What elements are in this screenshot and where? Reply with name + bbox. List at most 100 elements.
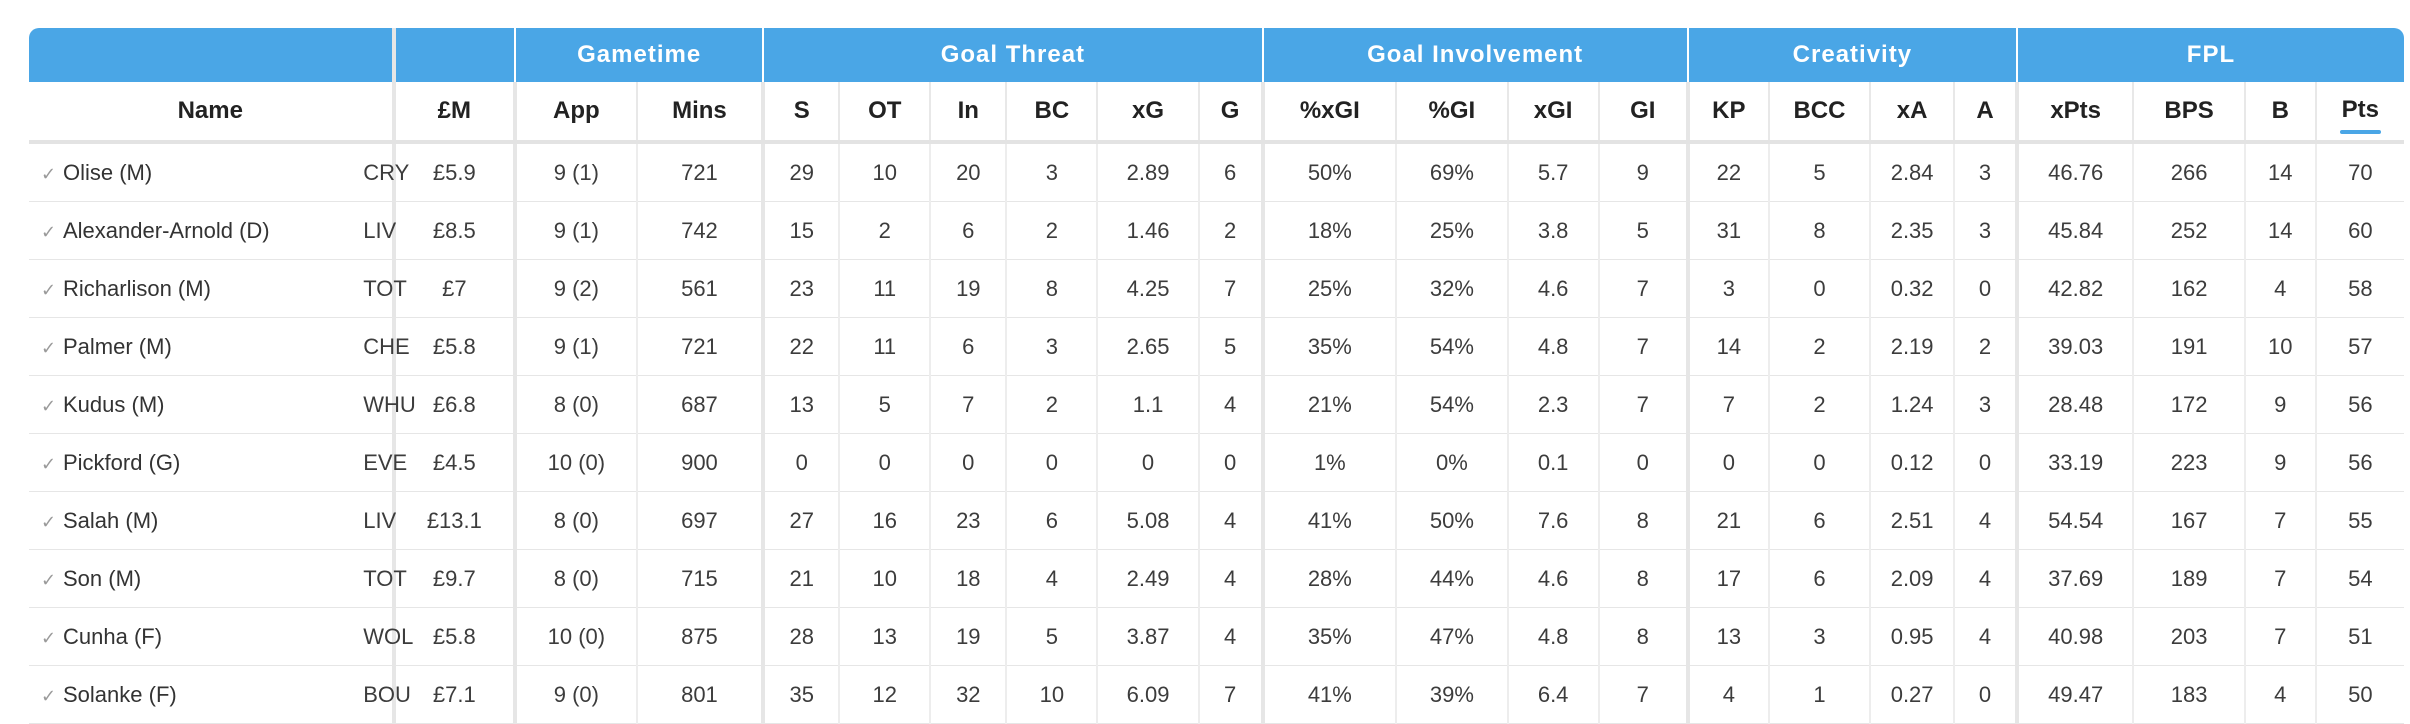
player-name[interactable]: Kudus (M) [63, 391, 165, 417]
check-icon: ✓ [41, 627, 57, 648]
player-cell[interactable]: ✓ Kudus (M) [29, 375, 364, 434]
col-header-app[interactable]: App [513, 82, 637, 144]
player-name[interactable]: Alexander-Arnold (D) [63, 217, 270, 243]
table-row[interactable]: ✓ Olise (M) CRY £5.9 9 (1) 721 29 10 20 3 2.89 6 50%… [29, 142, 2404, 202]
player-cell[interactable]: ✓ Cunha (F) [29, 607, 364, 666]
col-header-xg[interactable]: xG [1096, 82, 1199, 144]
col-header-bc[interactable]: BC [1005, 82, 1098, 144]
cell-in: 6 [929, 317, 1007, 376]
col-header-pct-xgi[interactable]: %xGI [1260, 82, 1397, 144]
col-header-xa[interactable]: xA [1869, 82, 1955, 144]
cell-mins: 687 [635, 375, 764, 434]
col-header-g[interactable]: G [1197, 82, 1263, 144]
player-name[interactable]: Solanke (F) [63, 681, 177, 707]
cell-b: 14 [2243, 201, 2316, 260]
col-header-price[interactable]: £M [391, 82, 516, 144]
col-header-pct-gi[interactable]: %GI [1395, 82, 1508, 144]
cell-xg: 0 [1096, 433, 1199, 492]
cell-a: 4 [1953, 491, 2017, 550]
col-header-xpts[interactable]: xPts [2014, 82, 2134, 144]
cell-b: 9 [2243, 375, 2316, 434]
col-header-a[interactable]: A [1953, 82, 2017, 144]
table-row[interactable]: ✓ Solanke (F) BOU £7.1 9 (0) 801 35 12 32 10 6.09 7… [29, 665, 2404, 724]
table-row[interactable]: ✓ Salah (M) LIV £13.1 8 (0) 697 27 16 23 6 5.08 4 41… [29, 491, 2404, 550]
cell-s: 15 [761, 201, 840, 260]
cell-bps: 172 [2132, 375, 2245, 434]
player-cell[interactable]: ✓ Son (M) [29, 549, 364, 608]
player-cell[interactable]: ✓ Alexander-Arnold (D) [29, 201, 364, 260]
cell-xa: 2.51 [1869, 491, 1955, 550]
col-header-kp[interactable]: KP [1685, 82, 1769, 144]
player-cell[interactable]: ✓ Palmer (M) [29, 317, 364, 376]
cell-app: 10 (0) [513, 433, 637, 492]
cell-xpts: 45.84 [2014, 201, 2134, 260]
col-header-s[interactable]: S [761, 82, 840, 144]
cell-pct-xgi: 1% [1260, 433, 1397, 492]
player-cell[interactable]: ✓ Olise (M) [29, 142, 364, 202]
cell-g: 7 [1197, 665, 1263, 724]
cell-mins: 721 [635, 142, 764, 202]
table-row[interactable]: ✓ Pickford (G) EVE £4.5 10 (0) 900 0 0 0 0 0 0 1% 0% 0… [29, 433, 2404, 492]
cell-mins: 742 [635, 201, 764, 260]
cell-in: 7 [929, 375, 1007, 434]
table-row[interactable]: ✓ Richarlison (M) TOT £7 9 (2) 561 23 11 19 8 4.25… [29, 259, 2404, 318]
cell-bps: 266 [2132, 142, 2245, 202]
player-cell[interactable]: ✓ Salah (M) [29, 491, 364, 550]
cell-app: 8 (0) [513, 375, 637, 434]
table-row[interactable]: ✓ Son (M) TOT £9.7 8 (0) 715 21 10 18 4 2.49 4 28% 44… [29, 549, 2404, 608]
player-cell[interactable]: ✓ Pickford (G) [29, 433, 364, 492]
col-header-ot[interactable]: OT [838, 82, 931, 144]
cell-ot: 12 [838, 665, 931, 724]
player-cell[interactable]: ✓ Richarlison (M) [29, 259, 364, 318]
cell-bc: 2 [1005, 375, 1098, 434]
cell-kp: 7 [1685, 375, 1769, 434]
col-header-xgi[interactable]: xGI [1506, 82, 1599, 144]
player-name[interactable]: Olise (M) [63, 159, 153, 185]
cell-xgi: 0.1 [1506, 433, 1599, 492]
group-header-row: Gametime Goal Threat Goal Involvement Cr… [29, 28, 2404, 82]
cell-mins: 697 [635, 491, 764, 550]
player-name[interactable]: Cunha (F) [63, 623, 163, 649]
table-row[interactable]: ✓ Palmer (M) CHE £5.8 9 (1) 721 22 11 6 3 2.65 5 35%… [29, 317, 2404, 376]
player-name[interactable]: Son (M) [63, 565, 142, 591]
cell-mins: 900 [635, 433, 764, 492]
cell-bps: 183 [2132, 665, 2245, 724]
cell-pct-gi: 69% [1395, 142, 1508, 202]
cell-s: 35 [761, 665, 840, 724]
cell-xpts: 37.69 [2014, 549, 2134, 608]
cell-s: 23 [761, 259, 840, 318]
cell-ot: 13 [838, 607, 931, 666]
player-cell[interactable]: ✓ Solanke (F) [29, 665, 364, 724]
cell-xa: 1.24 [1869, 375, 1955, 434]
col-header-pts[interactable]: Pts [2314, 82, 2404, 144]
player-name[interactable]: Richarlison (M) [63, 275, 211, 301]
cell-bc: 5 [1005, 607, 1098, 666]
col-header-gi[interactable]: GI [1597, 82, 1688, 144]
cell-a: 4 [1953, 549, 2017, 608]
col-header-mins[interactable]: Mins [635, 82, 764, 144]
cell-s: 21 [761, 549, 840, 608]
cell-bcc: 6 [1767, 549, 1871, 608]
player-name[interactable]: Salah (M) [63, 507, 159, 533]
table-row[interactable]: ✓ Alexander-Arnold (D) LIV £8.5 9 (1) 742 15 2 6… [29, 201, 2404, 260]
cell-a: 0 [1953, 259, 2017, 318]
table-row[interactable]: ✓ Kudus (M) WHU £6.8 8 (0) 687 13 5 7 2 1.1 4 21% 54%… [29, 375, 2404, 434]
cell-in: 0 [929, 433, 1007, 492]
team-cell: WHU [363, 375, 416, 434]
cell-bps: 203 [2132, 607, 2245, 666]
col-header-name[interactable]: Name [29, 82, 396, 144]
col-header-b[interactable]: B [2243, 82, 2316, 144]
team-cell: TOT [363, 259, 407, 318]
table-row[interactable]: ✓ Cunha (F) WOL £5.8 10 (0) 875 28 13 19 5 3.87 4 35… [29, 607, 2404, 666]
col-header-bcc[interactable]: BCC [1767, 82, 1871, 144]
cell-pct-gi: 50% [1395, 491, 1508, 550]
group-goal-involvement: Goal Involvement [1261, 28, 1688, 82]
group-price-empty [392, 28, 516, 82]
player-name[interactable]: Pickford (G) [63, 449, 181, 475]
cell-s: 29 [761, 142, 840, 202]
player-name[interactable]: Palmer (M) [63, 333, 172, 359]
cell-bcc: 5 [1767, 142, 1871, 202]
col-header-in[interactable]: In [929, 82, 1007, 144]
cell-pct-gi: 32% [1395, 259, 1508, 318]
col-header-bps[interactable]: BPS [2132, 82, 2245, 144]
